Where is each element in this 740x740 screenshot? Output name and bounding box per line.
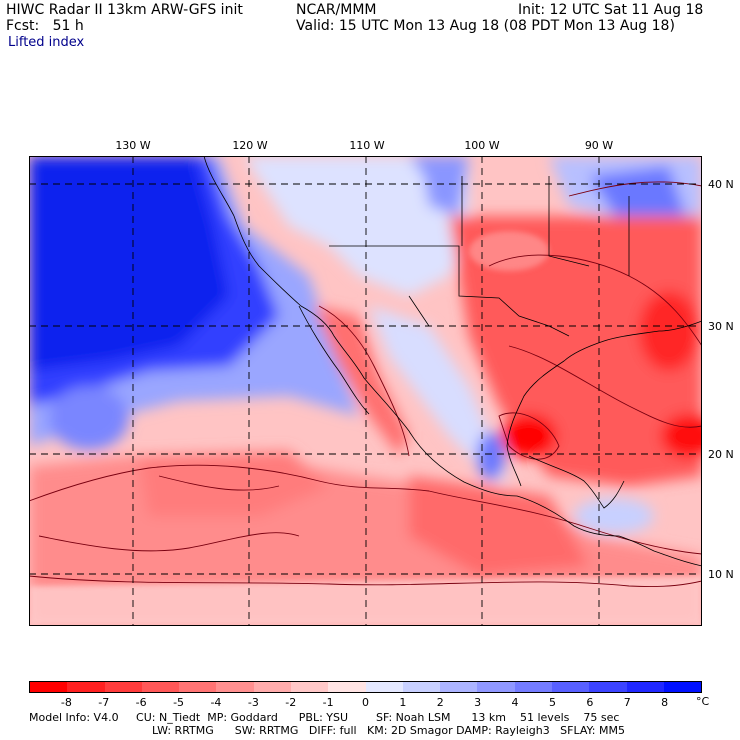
colorbar-swatch bbox=[290, 682, 329, 692]
graticule bbox=[29, 156, 702, 626]
colorbar-swatch bbox=[216, 682, 254, 692]
colorbar-tick-label: -2 bbox=[285, 696, 297, 709]
lat-label-30n: 30 N bbox=[708, 320, 734, 333]
organization: NCAR/MMM bbox=[296, 2, 377, 18]
lon-label-110w: 110 W bbox=[349, 139, 385, 152]
colorbar-tick-label: 7 bbox=[623, 696, 631, 709]
colorbar bbox=[29, 681, 702, 693]
init-time: Init: 12 UTC Sat 11 Aug 18 bbox=[518, 2, 704, 18]
fine-detail-layer bbox=[29, 231, 702, 626]
colorbar-tick-label: -6 bbox=[135, 696, 147, 709]
colorbar-swatch bbox=[663, 682, 702, 692]
model-info-line-2: LW: RRTMG SW: RRTMG DIFF: full KM: 2D Sm… bbox=[152, 724, 625, 737]
colorbar-tick-label: -5 bbox=[173, 696, 185, 709]
valid-time: Valid: 15 UTC Mon 13 Aug 18 (08 PDT Mon … bbox=[296, 18, 675, 34]
colorbar-swatch bbox=[365, 682, 403, 692]
colorbar-swatch bbox=[402, 682, 441, 692]
colorbar-tick-label: 4 bbox=[511, 696, 519, 709]
lat-label-10n: 10 N bbox=[708, 568, 734, 581]
colorbar-swatch bbox=[67, 682, 105, 692]
colorbar-swatch bbox=[440, 682, 478, 692]
lon-label-100w: 100 W bbox=[464, 139, 500, 152]
colorbar-swatch bbox=[589, 682, 627, 692]
lat-label-40n: 40 N bbox=[708, 178, 734, 191]
colorbar-swatch bbox=[30, 682, 68, 692]
colorbar-swatch bbox=[253, 682, 291, 692]
colorbar-swatch bbox=[514, 682, 552, 692]
colorbar-tick-label: 8 bbox=[661, 696, 669, 709]
model-info-line-1: Model Info: V4.0 CU: N_Tiedt MP: Goddard… bbox=[29, 711, 620, 724]
field-name: Lifted index bbox=[8, 35, 85, 50]
lon-label-90w: 90 W bbox=[584, 139, 614, 152]
colorbar-swatch bbox=[551, 682, 590, 692]
colorbar-tick-label: -4 bbox=[210, 696, 222, 709]
lon-label-130w: 130 W bbox=[115, 139, 151, 152]
coastlines bbox=[203, 156, 702, 567]
colorbar-swatch bbox=[477, 682, 515, 692]
lat-label-20n: 20 N bbox=[708, 448, 734, 461]
colorbar-swatch bbox=[626, 682, 664, 692]
map-frame bbox=[29, 156, 702, 626]
lifted-index-map bbox=[29, 156, 702, 626]
colorbar-tick-label: -7 bbox=[98, 696, 110, 709]
forecast-hour: Fcst: 51 h bbox=[6, 18, 84, 34]
colorbar-tick-label: -1 bbox=[322, 696, 334, 709]
colorbar-tick-label: 3 bbox=[474, 696, 482, 709]
colorbar-tick-label: 5 bbox=[548, 696, 556, 709]
lon-label-120w: 120 W bbox=[232, 139, 268, 152]
colorbar-unit: °C bbox=[696, 695, 710, 708]
colorbar-tick-label: -3 bbox=[247, 696, 259, 709]
model-title: HIWC Radar II 13km ARW-GFS init bbox=[6, 2, 243, 18]
colorbar-tick-label: 6 bbox=[586, 696, 594, 709]
colorbar-tick-label: 2 bbox=[436, 696, 444, 709]
colorbar-swatch bbox=[328, 682, 366, 692]
colorbar-swatch bbox=[141, 682, 180, 692]
contour-lines bbox=[29, 181, 702, 587]
colorbar-swatch bbox=[104, 682, 142, 692]
colorbar-tick-label: 0 bbox=[362, 696, 369, 709]
colorbar-tick-label: 1 bbox=[399, 696, 407, 709]
colorbar-swatch bbox=[179, 682, 217, 692]
colorbar-tick-label: -8 bbox=[60, 696, 72, 709]
